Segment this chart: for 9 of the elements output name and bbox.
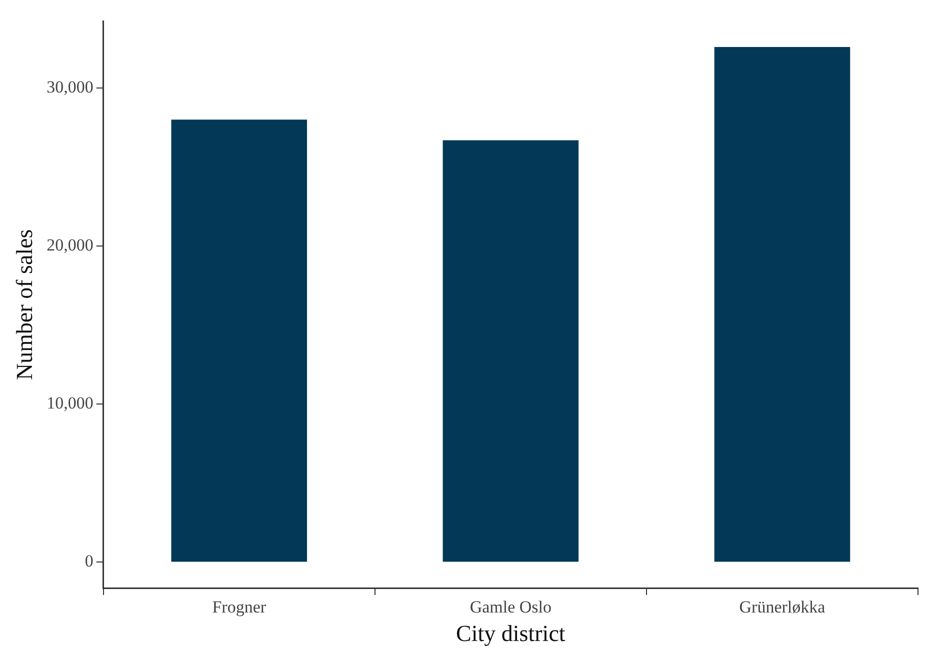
x-tick-label: Frogner — [212, 598, 266, 617]
y-tick-label: 0 — [84, 552, 94, 571]
y-tick-label: 30,000 — [46, 78, 94, 97]
y-tick-label: 20,000 — [46, 236, 94, 255]
y-tick-label: 10,000 — [46, 394, 94, 413]
x-tick-label: Gamle Oslo — [470, 598, 552, 617]
y-axis-title: Number of sales — [12, 229, 37, 380]
x-axis-title: City district — [456, 621, 566, 646]
x-tick-label: Grünerløkka — [739, 598, 826, 617]
